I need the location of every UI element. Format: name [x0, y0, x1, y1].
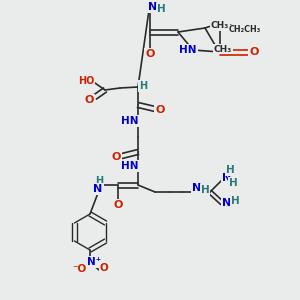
Text: O: O	[145, 49, 155, 59]
Text: N: N	[192, 183, 202, 193]
Text: H: H	[229, 178, 237, 188]
Text: HN: HN	[121, 116, 139, 126]
Text: H: H	[231, 196, 239, 206]
Text: H: H	[226, 165, 234, 175]
Text: HN: HN	[121, 161, 139, 171]
Text: H: H	[157, 4, 165, 14]
Text: O: O	[113, 200, 123, 210]
Text: H: H	[95, 176, 103, 186]
Text: N: N	[148, 2, 158, 12]
Text: O: O	[155, 105, 165, 115]
Text: N⁺: N⁺	[87, 257, 101, 267]
Text: HO: HO	[78, 76, 94, 86]
Text: CH₂CH₃: CH₂CH₃	[229, 26, 261, 34]
Text: O: O	[84, 95, 94, 105]
Text: N: N	[222, 198, 232, 208]
Text: H: H	[201, 185, 209, 195]
Text: O: O	[249, 47, 259, 57]
Text: CH₃: CH₃	[214, 44, 232, 53]
Text: N: N	[222, 173, 232, 183]
Text: O: O	[100, 263, 108, 273]
Text: CH₃: CH₃	[211, 22, 229, 31]
Text: HN: HN	[179, 45, 197, 55]
Text: O: O	[111, 152, 121, 162]
Text: N: N	[93, 184, 103, 194]
Text: ⁻O: ⁻O	[72, 264, 86, 274]
Text: H: H	[139, 81, 147, 91]
